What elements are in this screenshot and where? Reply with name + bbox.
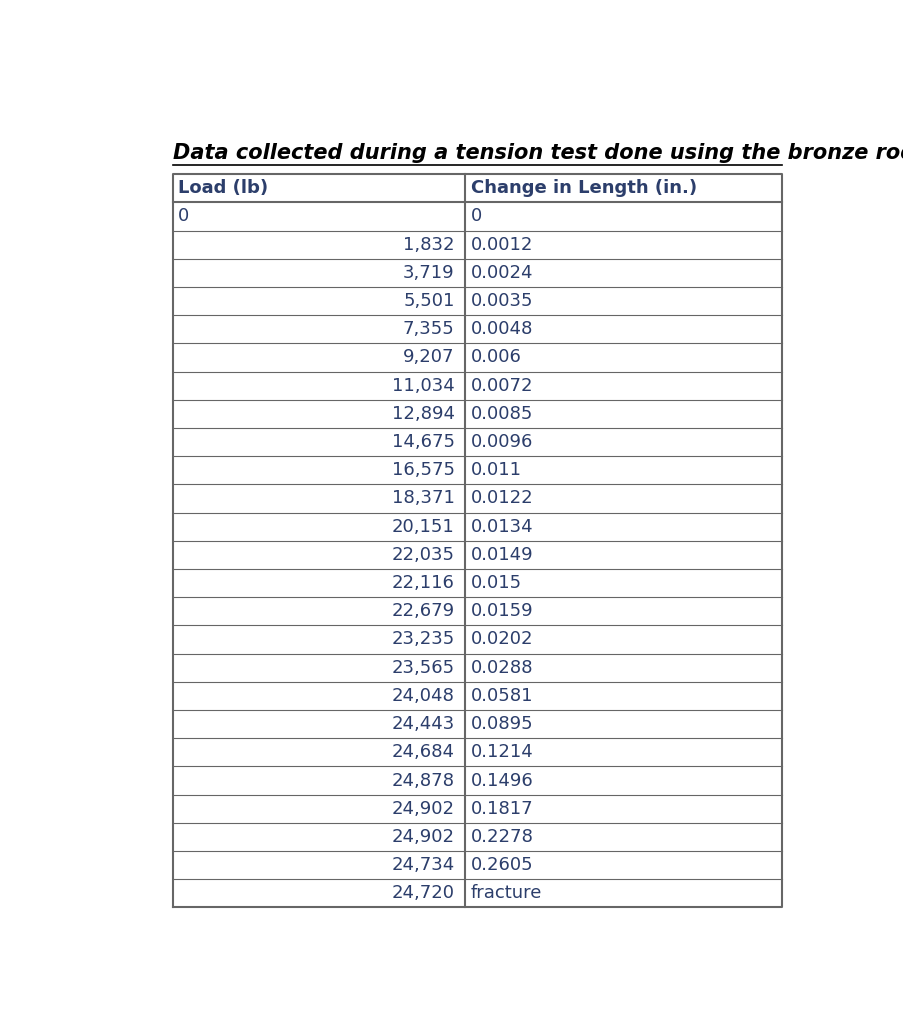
Text: 7,355: 7,355 bbox=[403, 321, 454, 338]
Text: 0.015: 0.015 bbox=[470, 574, 521, 592]
Text: 0.0048: 0.0048 bbox=[470, 321, 533, 338]
Text: 0.0202: 0.0202 bbox=[470, 631, 533, 648]
Text: 23,235: 23,235 bbox=[391, 631, 454, 648]
Text: 0.0122: 0.0122 bbox=[470, 489, 533, 508]
Text: 12,894: 12,894 bbox=[391, 404, 454, 423]
Text: 0.0581: 0.0581 bbox=[470, 687, 533, 705]
Text: 0.011: 0.011 bbox=[470, 461, 521, 479]
Text: 0.0159: 0.0159 bbox=[470, 602, 533, 621]
Text: 24,902: 24,902 bbox=[391, 800, 454, 818]
Text: 24,734: 24,734 bbox=[391, 856, 454, 874]
Text: 1,832: 1,832 bbox=[403, 236, 454, 254]
Text: 0.0149: 0.0149 bbox=[470, 546, 533, 564]
Text: 20,151: 20,151 bbox=[391, 518, 454, 536]
Text: 24,902: 24,902 bbox=[391, 828, 454, 846]
Text: 0.0072: 0.0072 bbox=[470, 377, 533, 394]
Text: 9,207: 9,207 bbox=[403, 348, 454, 367]
Text: 0.0012: 0.0012 bbox=[470, 236, 533, 254]
Text: 0.1214: 0.1214 bbox=[470, 743, 533, 761]
Text: 0.0895: 0.0895 bbox=[470, 715, 533, 733]
Text: 24,684: 24,684 bbox=[391, 743, 454, 761]
Text: 24,720: 24,720 bbox=[391, 885, 454, 902]
Text: 24,878: 24,878 bbox=[391, 771, 454, 790]
Text: 23,565: 23,565 bbox=[391, 658, 454, 677]
Text: 3,719: 3,719 bbox=[403, 264, 454, 282]
Text: 0.2605: 0.2605 bbox=[470, 856, 533, 874]
Text: fracture: fracture bbox=[470, 885, 542, 902]
Text: 0.0096: 0.0096 bbox=[470, 433, 533, 451]
Text: 0: 0 bbox=[470, 208, 481, 225]
Text: 14,675: 14,675 bbox=[391, 433, 454, 451]
Text: 0.0035: 0.0035 bbox=[470, 292, 533, 310]
Text: 22,679: 22,679 bbox=[391, 602, 454, 621]
Text: 0.0085: 0.0085 bbox=[470, 404, 533, 423]
Text: 16,575: 16,575 bbox=[391, 461, 454, 479]
Text: 24,048: 24,048 bbox=[391, 687, 454, 705]
Text: 0.0134: 0.0134 bbox=[470, 518, 533, 536]
Text: 22,035: 22,035 bbox=[391, 546, 454, 564]
Text: 11,034: 11,034 bbox=[391, 377, 454, 394]
Text: 18,371: 18,371 bbox=[391, 489, 454, 508]
Text: 5,501: 5,501 bbox=[403, 292, 454, 310]
Text: Load (lb): Load (lb) bbox=[178, 179, 268, 198]
Text: Data collected during a tension test done using the bronze rod (3):: Data collected during a tension test don… bbox=[172, 142, 903, 163]
Text: 24,443: 24,443 bbox=[391, 715, 454, 733]
Text: 0.0288: 0.0288 bbox=[470, 658, 533, 677]
Text: Change in Length (in.): Change in Length (in.) bbox=[470, 179, 696, 198]
Text: 0.1817: 0.1817 bbox=[470, 800, 533, 818]
Text: 22,116: 22,116 bbox=[391, 574, 454, 592]
Text: 0.0024: 0.0024 bbox=[470, 264, 533, 282]
Text: 0.2278: 0.2278 bbox=[470, 828, 533, 846]
Text: 0: 0 bbox=[178, 208, 190, 225]
Text: 0.006: 0.006 bbox=[470, 348, 521, 367]
Text: 0.1496: 0.1496 bbox=[470, 771, 533, 790]
